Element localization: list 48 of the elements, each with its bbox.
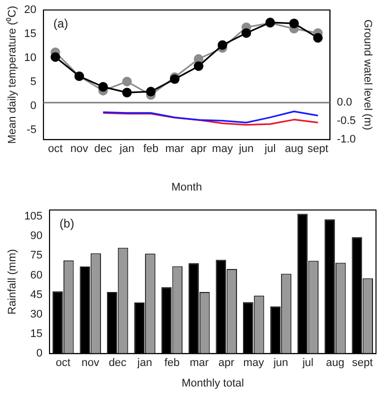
x-tick-label: may	[243, 357, 264, 370]
x-tick-label: jun	[272, 357, 288, 370]
y-tick-label: 30	[30, 308, 43, 320]
x-tick-label: nov	[70, 143, 89, 156]
y-tick-label: 20	[24, 4, 36, 16]
y-axis-title: Rainfall (mm)	[6, 249, 19, 315]
x-tick-label: feb	[164, 357, 180, 370]
y-tick-label: 15	[24, 28, 36, 40]
y2-tick-label: -0.5	[336, 115, 356, 128]
y2-tick-label: -1.0	[336, 134, 356, 146]
x-tick-label: aug	[284, 143, 304, 156]
x-tick-label: jan	[136, 357, 152, 370]
x-tick-label: jul	[301, 357, 314, 370]
y2-tick-label: 0.0	[336, 96, 352, 109]
y-tick-label: 75	[30, 250, 43, 262]
x-tick-label: mar	[165, 143, 185, 156]
x-tick-label: sept	[308, 143, 328, 156]
y-tick-label: 45	[30, 288, 43, 301]
x-tick-label: dec	[94, 143, 112, 156]
y-tick-label: 105	[24, 210, 43, 223]
y-tick-label: 5	[30, 76, 36, 88]
annotation: (a)	[53, 16, 68, 30]
x-axis-title: Month	[171, 181, 202, 194]
x-tick-label: dec	[108, 357, 127, 370]
x-axis-title: Monthly total	[182, 377, 244, 390]
y-tick-label: -5	[26, 124, 36, 136]
y-axis-title: Mean daily temperature (⁰C)	[6, 6, 19, 144]
y-tick-label: 60	[30, 269, 43, 282]
x-tick-label: nov	[81, 357, 100, 370]
x-tick-label: aug	[326, 357, 344, 370]
x-tick-label: apr	[190, 143, 207, 156]
annotation: (b)	[60, 216, 74, 230]
x-tick-label: oct	[56, 357, 70, 370]
y-tick-label: 0	[30, 100, 36, 112]
x-tick-label: apr	[218, 357, 235, 370]
x-tick-label: jan	[118, 143, 134, 156]
x-tick-label: may	[212, 143, 234, 156]
y-tick-label: 15	[30, 328, 43, 340]
y-tick-label: 0	[36, 348, 43, 360]
x-tick-label: sept	[352, 357, 373, 370]
x-tick-label: mar	[190, 357, 209, 370]
y-tick-label: 90	[30, 230, 43, 242]
y-tick-label: 10	[24, 52, 36, 64]
x-tick-label: jul	[264, 143, 276, 156]
x-tick-label: oct	[48, 143, 63, 156]
x-tick-label: jun	[238, 143, 254, 156]
x-tick-label: feb	[143, 143, 158, 156]
y2-axis-title: Ground watel level (m)	[361, 19, 374, 130]
